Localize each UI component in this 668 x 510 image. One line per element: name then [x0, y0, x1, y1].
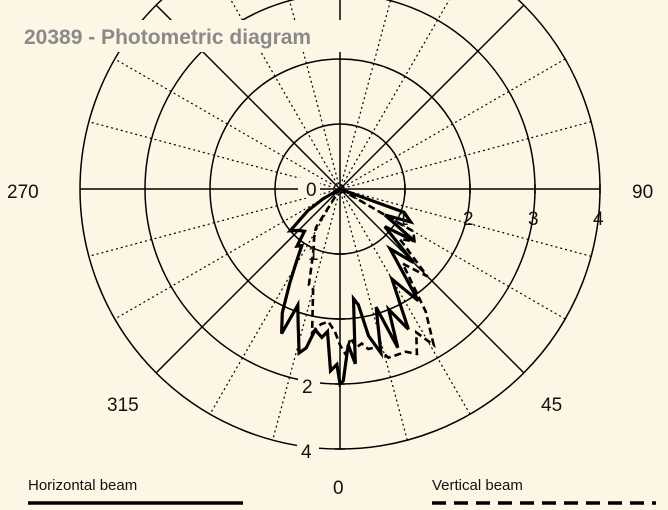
series-vertical-beam	[307, 187, 436, 360]
angle-label-0: 0	[333, 478, 344, 499]
radial-tick-4: 4	[301, 442, 312, 463]
legend-horizontal-label: Horizontal beam	[28, 477, 137, 494]
radial-tick-1: 1	[308, 244, 319, 265]
angle-label-315: 315	[107, 395, 139, 416]
angle-label-270: 270	[7, 182, 39, 203]
angle-label-45: 45	[541, 395, 562, 416]
legend-vertical-label: Vertical beam	[432, 477, 523, 494]
radial-tick-4-bg	[297, 439, 319, 461]
angle-label-270-bg	[4, 178, 42, 202]
radial-tick-3-right: 3	[528, 209, 539, 230]
radial-tick-0-bg	[298, 178, 320, 198]
title-backdrop	[18, 20, 352, 52]
radial-tick-1-right: 1	[398, 209, 409, 230]
label-layer: 20389 - Photometric diagram 0 1 2 4 1 2 …	[4, 20, 661, 499]
radial-tick-3-bg	[298, 375, 320, 397]
series-horizontal-beam	[280, 187, 420, 388]
legend: Horizontal beam Vertical beam	[24, 472, 660, 510]
radial-tick-0: 0	[306, 180, 317, 201]
radial-tick-4-right: 4	[593, 209, 604, 230]
chart-title: 20389 - Photometric diagram	[24, 26, 311, 49]
radial-tick-2-right: 2	[463, 209, 474, 230]
angle-label-0-bg	[322, 472, 358, 498]
radial-tick-3: 2	[302, 377, 313, 398]
angle-label-90: 90	[632, 182, 653, 203]
angle-label-90-bg	[627, 178, 661, 202]
series-layer	[280, 187, 436, 388]
